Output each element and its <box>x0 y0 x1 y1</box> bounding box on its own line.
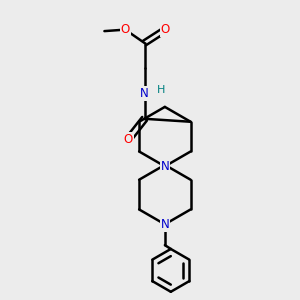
Text: O: O <box>121 23 130 36</box>
Text: N: N <box>140 87 149 100</box>
Text: N: N <box>160 218 169 231</box>
Text: O: O <box>124 133 133 146</box>
Text: N: N <box>160 160 169 173</box>
Text: H: H <box>157 85 165 95</box>
Text: O: O <box>161 23 170 36</box>
